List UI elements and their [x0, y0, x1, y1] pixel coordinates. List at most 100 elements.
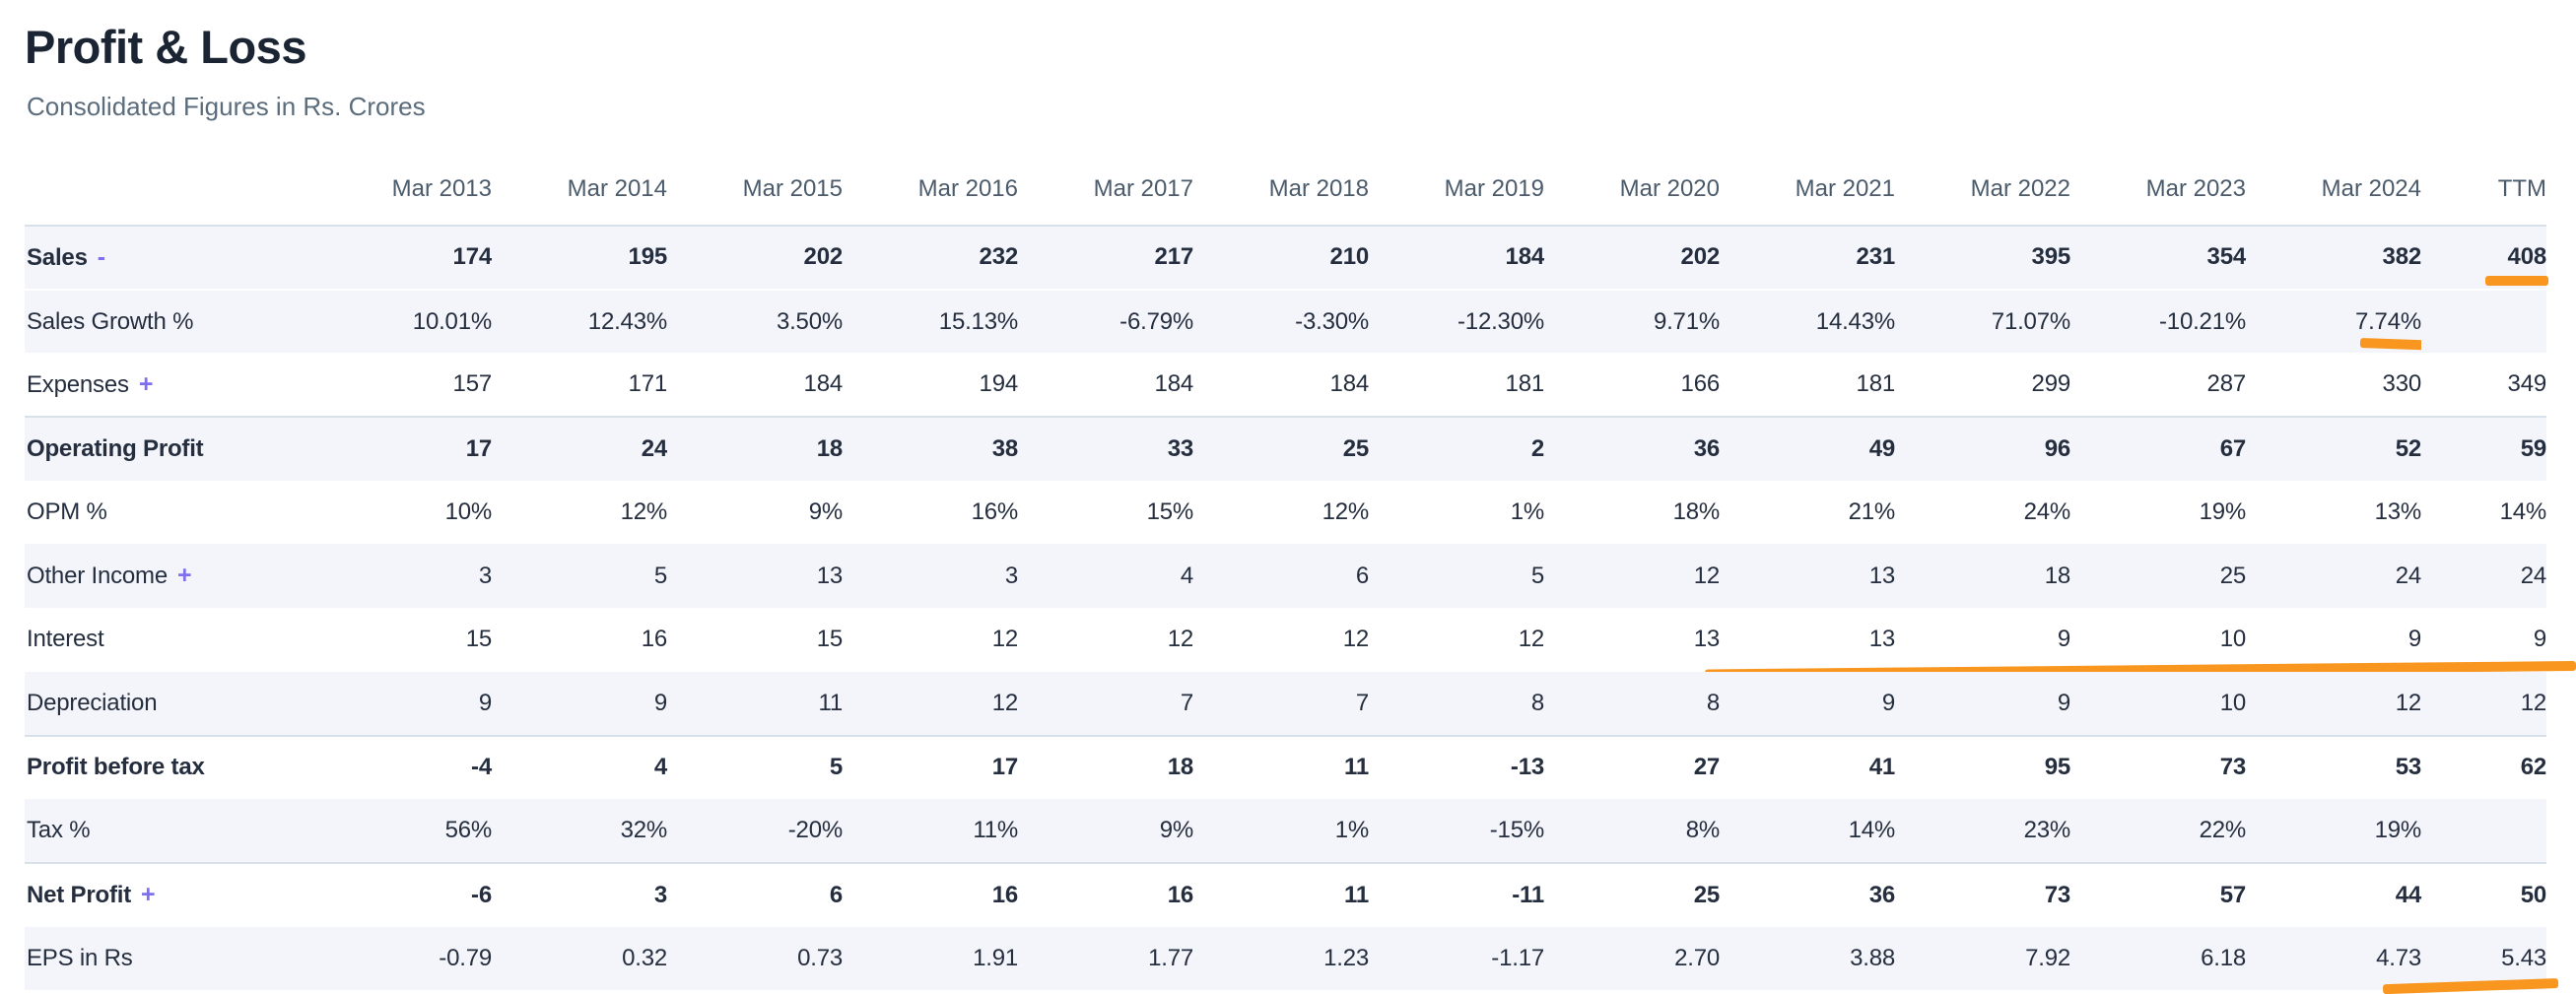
expand-toggle-icon[interactable]: +	[141, 881, 156, 909]
value-cell: 95	[1895, 734, 2070, 800]
value-cell: 354	[2070, 226, 2246, 290]
value-cell: 10.01%	[316, 288, 492, 354]
value-cell: 2	[1369, 416, 1544, 481]
value-cell: 21%	[1848, 498, 1896, 526]
value-cell: 1%	[1193, 799, 1369, 863]
value-cell: 57	[2070, 861, 2246, 927]
value-cell: 202	[667, 226, 843, 290]
value-cell: 41	[1720, 734, 1895, 800]
value-cell: 195	[492, 226, 667, 290]
value-cell: 22%	[2070, 799, 2246, 863]
value-cell: 4	[1018, 544, 1193, 609]
table-row: Expenses +157 171 184 194 184 184 181 166 181 299 2…	[25, 353, 2546, 417]
value-cell: 8%	[1544, 799, 1720, 863]
row-label: Tax %	[27, 817, 91, 844]
value-cell: 12	[1342, 626, 1369, 653]
value-cell: 25	[2070, 544, 2246, 609]
table-row: Interest 15 16 15 12 12 12 12 13 13 9 10 9 9	[25, 608, 2576, 680]
column-header: Mar 2020	[1544, 122, 1720, 227]
value-cell: 11	[1193, 734, 1369, 800]
value-cell: 9	[2407, 626, 2421, 653]
value-cell: 171	[628, 370, 668, 398]
value-cell: 330	[2382, 370, 2422, 398]
value-cell: 5	[667, 734, 843, 800]
row-label-cell: OPM %	[25, 481, 316, 545]
row-label-cell: Tax %	[25, 799, 316, 863]
value-cell: 18	[1018, 734, 1193, 800]
value-cell: 9	[1704, 608, 2576, 680]
value-cell: -1.17	[1369, 926, 1544, 991]
value-cell: 5.43	[2382, 926, 2559, 994]
value-cell: 12	[1544, 544, 1720, 609]
value-cell: 157	[452, 370, 493, 398]
row-label-cell: Net Profit +	[25, 861, 316, 927]
value-cell: 12	[1518, 626, 1544, 653]
value-cell: 210	[1193, 226, 1369, 290]
value-cell: 16	[641, 626, 667, 653]
value-cell: 8	[1369, 671, 1544, 736]
value-cell: 6.18	[2070, 926, 2246, 991]
value-cell: 9.71%	[1544, 288, 1720, 354]
table-row: EPS in Rs -0.79 0.32 0.73 1.91 1.77 1.23 -1.17 2…	[25, 926, 2559, 994]
column-header: Mar 2013	[316, 122, 492, 227]
value-cell: 184	[803, 370, 844, 398]
value-cell: -0.79	[316, 926, 492, 991]
column-header: Mar 2024	[2246, 122, 2421, 227]
value-cell: 181	[1856, 370, 1896, 398]
value-cell: 24%	[2023, 498, 2071, 526]
value-cell: 12	[2421, 671, 2546, 736]
value-cell: 27	[1544, 734, 1720, 800]
value-cell: 19%	[2199, 498, 2247, 526]
value-cell: 38	[843, 416, 1018, 481]
column-header: Mar 2017	[1018, 122, 1193, 227]
value-cell: 73	[2070, 734, 2246, 800]
value-cell: 11	[667, 671, 843, 736]
value-cell: 9	[1720, 671, 1895, 736]
value-cell: 15	[816, 626, 843, 653]
value-cell: 5	[492, 544, 667, 609]
value-cell: 3	[843, 544, 1018, 609]
page-subtitle: Consolidated Figures in Rs. Crores	[27, 92, 426, 121]
value-cell: -6	[316, 861, 492, 927]
row-label: EPS in Rs	[27, 944, 133, 971]
page-title: Profit & Loss	[25, 21, 306, 73]
value-cell: -15%	[1369, 799, 1544, 863]
value-cell: 19%	[2246, 799, 2421, 863]
row-label: Depreciation	[27, 689, 158, 716]
value-cell: 15.13%	[843, 288, 1018, 354]
value-cell: 202	[1544, 226, 1720, 290]
value-cell: 1.23	[1193, 926, 1369, 991]
value-cell: -4	[316, 734, 492, 800]
value-cell: 24	[492, 416, 667, 481]
row-label: Operating Profit	[27, 434, 204, 462]
value-cell: 12	[991, 626, 1018, 653]
value-cell: 12%	[620, 498, 668, 526]
value-cell: -10.21%	[2070, 288, 2246, 354]
value-cell: 44	[2246, 861, 2421, 927]
table-row: OPM % 10% 12% 9% 16% 15% 12% 1% 18% 21% 24% 19% 13% 1…	[25, 481, 2546, 545]
value-cell: 13	[1693, 626, 1720, 653]
value-cell: 67	[2070, 416, 2246, 481]
value-cell: 10	[2219, 626, 2246, 653]
value-cell: 18	[667, 416, 843, 481]
column-header: Mar 2015	[667, 122, 843, 227]
value-cell: 1.91	[843, 926, 1018, 991]
value-cell: 11%	[843, 799, 1018, 863]
highlight-marker	[2485, 275, 2548, 286]
value-cell: 15	[465, 626, 492, 653]
expand-toggle-icon[interactable]: +	[138, 369, 154, 398]
value-cell: 9	[492, 671, 667, 736]
profit-loss-table: Mar 2013 Mar 2014 Mar 2015 Mar 2016 Mar 2017…	[25, 122, 2576, 994]
value-cell: 408	[2421, 226, 2548, 290]
value-cell: 7	[1193, 671, 1369, 736]
value-cell: 53	[2246, 734, 2421, 800]
value-cell: 18	[1895, 544, 2070, 609]
value-cell: 14.43%	[1720, 288, 1895, 354]
expand-toggle-icon[interactable]: +	[177, 562, 192, 590]
value-cell: 25	[1193, 416, 1369, 481]
collapse-toggle-icon[interactable]: -	[97, 242, 105, 271]
table-row: Other Income +3 5 13 3 4 6 5 12 13 18 25 24 24	[25, 544, 2546, 609]
value-cell: 3	[492, 861, 667, 927]
value-cell: 0.73	[667, 926, 843, 991]
